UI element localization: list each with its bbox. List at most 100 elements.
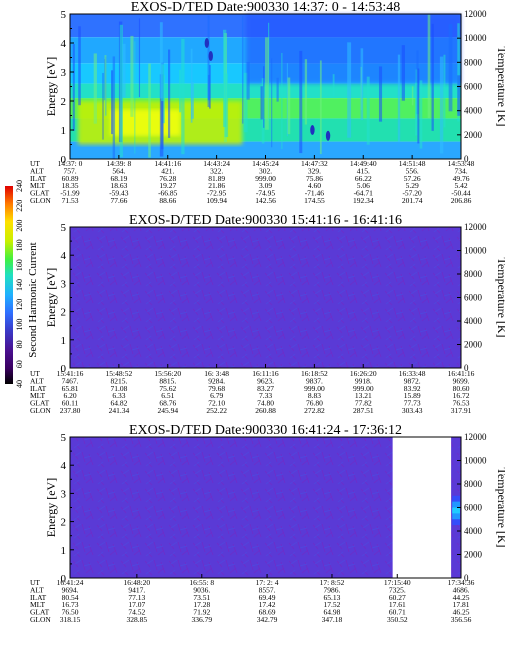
orbit-value: 21.86 (208, 181, 225, 190)
orbit-value: -72.95 (207, 189, 227, 198)
orbit-row-label: ALT (30, 376, 44, 385)
orbit-value: 302. (259, 166, 272, 175)
time-tick-label: 16:48:20 (124, 578, 151, 587)
flux-streak (457, 75, 461, 116)
orbit-value: 252.22 (206, 406, 227, 415)
orbit-value: 76.50 (62, 608, 79, 617)
temperature-tick-label: 4000 (464, 316, 483, 326)
orbit-value: 66.22 (355, 174, 372, 183)
orbit-value: 17.07 (128, 600, 145, 609)
time-tick-label: 14:47:32 (301, 159, 328, 168)
energy-band (70, 141, 461, 159)
orbit-row-label: ILAT (30, 174, 47, 183)
time-tick-label: 16:55: 8 (189, 578, 214, 587)
flux-streak (443, 54, 446, 128)
energy-tick-label: 4 (61, 460, 67, 472)
orbit-value: 347.18 (322, 615, 343, 624)
temperature-tick-label: 6000 (464, 293, 483, 303)
flux-streak (246, 62, 250, 100)
spectrogram-panel-2: EXOS-D/TED Date:900330 15:41:16 - 16:41:… (30, 213, 505, 415)
orbit-value: 80.54 (62, 593, 79, 602)
spectrogram-panel-1: EXOS-D/TED Date:900330 14:37: 0 - 14:53:… (30, 0, 505, 205)
orbit-value: 9699. (453, 376, 470, 385)
time-tick-label: 16:41:24 (57, 578, 84, 587)
orbit-value: -74.95 (256, 189, 276, 198)
flux-texture (70, 227, 461, 368)
flux-dropout (208, 51, 213, 62)
orbit-value: 8815. (159, 376, 176, 385)
temperature-axis-label: Temperature [K] (495, 467, 505, 547)
orbit-value: 9918. (355, 376, 372, 385)
orbit-value: 60.89 (62, 174, 79, 183)
late-segment-spectrum (452, 495, 460, 526)
orbit-value: 999.00 (304, 384, 325, 393)
colorbar-tick-label: 240 (15, 180, 24, 192)
flux-streak (319, 60, 322, 155)
plot-area (70, 227, 461, 368)
orbit-value: 342.79 (257, 615, 278, 624)
flux-streak (332, 74, 335, 97)
orbit-value: 76.80 (306, 399, 323, 408)
flux-streak (93, 53, 97, 124)
orbit-value: -59.43 (109, 189, 129, 198)
orbit-value: 81.89 (208, 174, 225, 183)
time-tick-label: 14:45:24 (252, 159, 279, 168)
orbit-value: 13.21 (355, 391, 372, 400)
flux-streak (167, 49, 171, 138)
orbit-value: 60.71 (389, 608, 406, 617)
flux-streak (112, 56, 116, 159)
temperature-tick-label: 6000 (464, 503, 483, 513)
energy-axis-label: Energy [eV] (44, 478, 58, 537)
colorbar-tick-label: 100 (15, 319, 24, 331)
flux-streak (366, 76, 370, 145)
orbit-value: 74.52 (128, 608, 145, 617)
orbit-value: 757. (63, 166, 76, 175)
orbit-row-label: MLT (30, 600, 46, 609)
orbit-row-label: GLON (30, 406, 51, 415)
flux-dropout (325, 130, 331, 141)
flux-streak (415, 82, 419, 136)
temperature-axis-label: Temperature [K] (495, 257, 505, 337)
energy-tick-label: 3 (61, 67, 67, 79)
orbit-value: 75.86 (306, 174, 323, 183)
time-tick-label: 16:26:20 (350, 369, 377, 378)
spectrogram-field (70, 227, 461, 368)
energy-tick-label: 3 (61, 488, 67, 500)
orbit-row-label: GLAT (30, 608, 50, 617)
orbit-value: 17.42 (259, 600, 276, 609)
temperature-tick-label: 0 (464, 573, 469, 583)
energy-axis: 0 1 2 3 4 5 Energy [eV] (44, 9, 74, 166)
temperature-axis-label: Temperature [K] (495, 46, 505, 126)
flux-streak (304, 59, 308, 125)
orbit-value: 75.62 (159, 384, 176, 393)
orbit-value: 17.28 (193, 600, 210, 609)
time-tick-label: 14:43:24 (203, 159, 230, 168)
temperature-tick-label: 4000 (464, 106, 483, 116)
flux-dropout (204, 38, 210, 48)
temperature-tick-label: 4000 (464, 526, 483, 536)
colorbar-tick-label: 80 (15, 340, 24, 348)
orbit-info-table: UTALTILATMLTGLATGLON15:41:167467.65.816.… (30, 364, 475, 415)
flux-texture (70, 437, 393, 578)
orbit-value: 74.80 (257, 399, 274, 408)
orbit-value: 7.33 (259, 391, 272, 400)
colorbar-ticks: 40 60 80 100 120 140 160 180 200 220 240 (15, 180, 24, 388)
flux-streak (159, 22, 163, 99)
orbit-value: 71.53 (62, 196, 79, 205)
orbit-value: 73.51 (193, 593, 210, 602)
colorbar-label: Second Harmonic Current (27, 242, 39, 357)
orbit-value: 6.51 (161, 391, 174, 400)
orbit-value: 83.27 (257, 384, 274, 393)
colorbar-tick-label: 140 (15, 279, 24, 291)
flux-streak (417, 68, 420, 144)
orbit-value: 88.66 (159, 196, 176, 205)
orbit-value: 201.74 (402, 196, 423, 205)
energy-tick-label: 5 (61, 222, 67, 234)
energy-tick-label: 3 (61, 278, 67, 290)
time-tick-label: 15:48:52 (106, 369, 133, 378)
orbit-value: 7986. (324, 585, 341, 594)
temperature-axis: 0 2000 4000 6000 8000 10000 12000 Temperature [… (457, 222, 505, 373)
orbit-value: 60.27 (389, 593, 406, 602)
energy-tick-label: 2 (61, 96, 67, 108)
flux-streak (360, 48, 364, 121)
